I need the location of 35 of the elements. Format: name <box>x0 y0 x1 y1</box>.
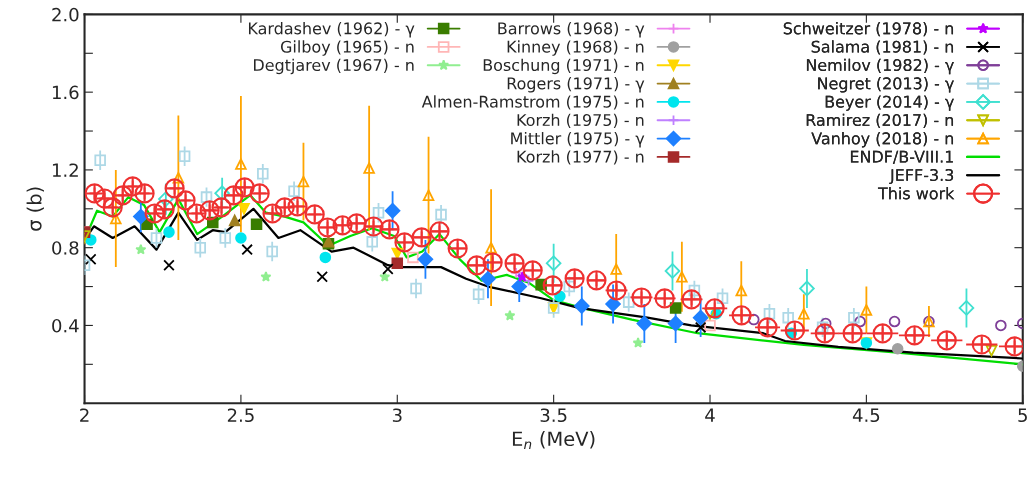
legend-label: Negret (2013) - γ <box>818 77 954 93</box>
legend-label: Ramirez (2017) - n <box>806 113 954 128</box>
x-tick-label: 4 <box>705 408 715 422</box>
legend-label: Barrows (1968) - γ <box>498 22 645 38</box>
x-tick-label: 2 <box>80 408 89 422</box>
legend-label: Rogers (1971) - γ <box>507 77 645 93</box>
y-tick-label: 0.4 <box>52 318 79 333</box>
x-tick-label: 3 <box>392 408 402 423</box>
y-axis-title: σ (b) <box>26 187 44 231</box>
x-tick-label: 3.5 <box>540 408 567 423</box>
legend-label: Korzh (1977) - n <box>517 150 644 165</box>
legend-label: Schweitzer (1978) - n <box>783 22 954 37</box>
legend-label: Gilboy (1965) - n <box>280 40 414 56</box>
legend-label: Mittler (1975) - γ <box>511 132 645 148</box>
x-axis-title: E$_{n}$ (MeV) <box>512 431 595 450</box>
legend-label: Korzh (1975) - n <box>517 113 644 128</box>
legend-label: Kinney (1968) - n <box>507 40 644 56</box>
legend-label: Kardashev (1962) - γ <box>248 22 415 38</box>
y-tick-label: 2.0 <box>52 7 79 22</box>
legend-label: ENDF/B-VIII.1 <box>850 150 953 164</box>
y-tick-label: 0.8 <box>52 241 79 255</box>
legend-label: Almen-Ramstrom (1975) - n <box>421 95 644 110</box>
x-tick-label: 2.5 <box>227 408 254 423</box>
legend-label: Vanhoy (2018) - n <box>811 132 954 148</box>
y-tick-label: 1.6 <box>52 85 79 100</box>
legend-label: JEFF-3.3 <box>889 168 954 185</box>
y-tick-label: 1.2 <box>52 163 78 177</box>
legend-label: Degtjarev (1967) - n <box>254 58 414 75</box>
legend-label: Boschung (1971) - n <box>483 58 644 75</box>
legend-label: This work <box>877 187 955 200</box>
legend-label: Nemilov (1982) - γ <box>806 58 954 75</box>
legend-label: Beyer (2014) - γ <box>825 95 954 111</box>
x-tick-label: 5 <box>1018 408 1027 423</box>
x-tick-label: 4.5 <box>852 408 880 423</box>
legend-label: Salama (1981) - n <box>811 40 954 55</box>
